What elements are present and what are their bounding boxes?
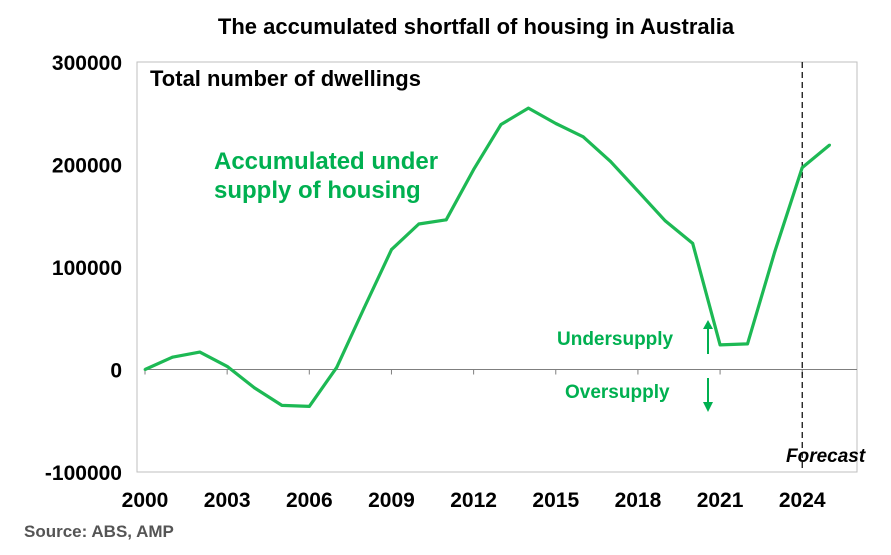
y-tick-label: -100000 [45,462,122,485]
series-label-line1: Accumulated under [214,148,438,175]
x-tick-label: 2000 [122,489,169,512]
x-tick-label: 2009 [368,489,415,512]
data-point [170,355,174,359]
x-tick-label: 2006 [286,489,333,512]
series-label-line2: supply of housing [214,177,421,204]
data-point [581,135,585,139]
data-point [417,222,421,226]
series-points [143,106,832,408]
data-point [335,366,339,369]
data-point [773,250,777,254]
x-tick-marks [144,369,803,375]
data-point [526,106,530,110]
forecast-label: Forecast [786,446,866,467]
data-point [444,218,448,222]
undersupply-label: Undersupply [557,329,674,350]
data-point [280,403,284,407]
series-line-under-supply [144,106,831,408]
x-tick-label: 2015 [532,489,579,512]
data-point [800,166,804,169]
data-point [691,242,695,245]
data-point [307,405,311,408]
data-point [554,122,558,125]
chart-svg: The accumulated shortfall of housing in … [45,14,866,512]
data-point [143,368,147,371]
x-tick-label: 2012 [450,489,497,512]
data-point [828,143,832,147]
data-point [746,342,749,346]
data-point [390,248,393,251]
arrow-down-icon [703,378,713,412]
y-tick-labels: -100000 0 100000 200000 300000 [45,52,122,485]
data-point [225,365,229,368]
data-point [499,123,503,126]
data-point [663,219,667,223]
data-point [609,160,612,163]
y-axis-label: Total number of dwellings [150,66,421,91]
chart-title: The accumulated shortfall of housing in … [218,14,735,39]
data-point [718,343,722,347]
x-tick-label: 2018 [615,489,662,512]
y-tick-label: 300000 [52,52,122,75]
y-tick-label: 100000 [52,257,122,280]
y-tick-label: 0 [110,360,122,383]
x-tick-label: 2021 [697,489,744,512]
plot-area-border [136,61,858,473]
arrow-up-icon [703,320,713,354]
data-point [472,168,476,172]
data-point [362,306,366,310]
data-point [636,189,640,193]
data-point [253,386,256,390]
x-tick-label: 2024 [779,489,826,512]
x-tick-label: 2003 [204,489,251,512]
data-point [198,350,202,354]
x-tick-labels: 2000 2003 2006 2009 2012 2015 2018 2021 2024 [122,489,826,512]
y-tick-label: 200000 [52,155,122,178]
oversupply-label: Oversupply [565,382,670,403]
source-note: Source: ABS, AMP [24,522,174,541]
